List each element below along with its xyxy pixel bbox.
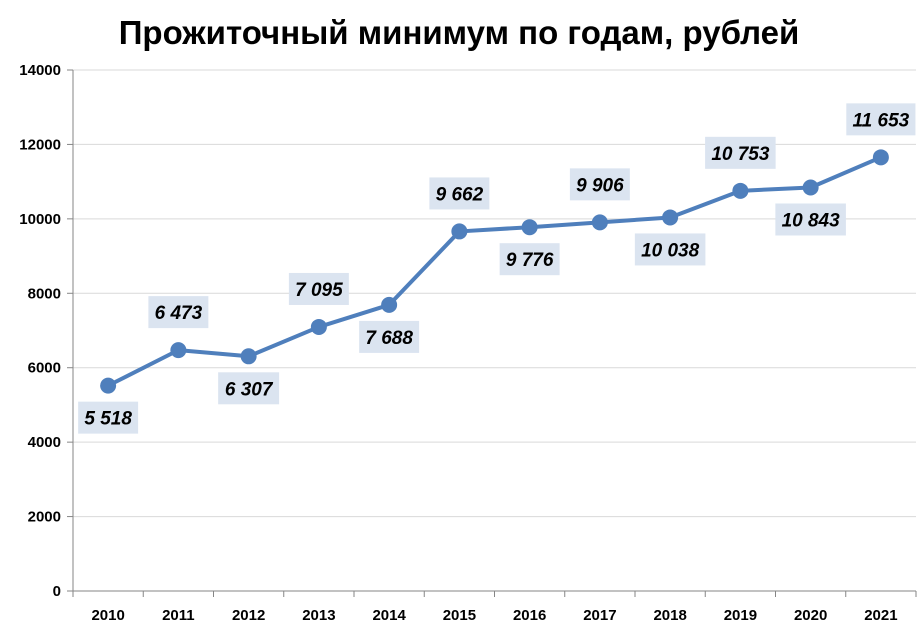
data-point (451, 223, 468, 240)
gridlines (73, 69, 916, 518)
data-label: 10 753 (705, 136, 776, 169)
svg-text:10 843: 10 843 (782, 210, 841, 231)
svg-text:7 688: 7 688 (365, 328, 413, 349)
data-label: 7 688 (359, 320, 420, 353)
y-tick-label: 6000 (28, 360, 61, 377)
y-tick-label: 4000 (28, 434, 61, 451)
svg-text:11 653: 11 653 (853, 110, 910, 131)
svg-text:6 307: 6 307 (225, 379, 274, 400)
data-point (310, 318, 327, 335)
x-tick-label: 2021 (864, 607, 897, 624)
data-label: 9 776 (499, 243, 560, 276)
data-point (100, 377, 117, 394)
series-line-group (100, 149, 889, 394)
x-axis-ticks: 2010 2011 2012 2013 2014 2015 2016 2017 2018 2019… (72, 591, 917, 624)
svg-text:5 518: 5 518 (84, 409, 132, 430)
svg-text:6 473: 6 473 (155, 303, 203, 324)
data-label: 9 906 (569, 168, 630, 201)
y-axis-ticks: 0 2000 4000 6000 8000 10000 12000 14000 (19, 62, 73, 600)
x-tick-label: 2015 (443, 607, 476, 624)
y-tick-label: 8000 (28, 285, 61, 302)
data-point (591, 214, 608, 231)
data-point (240, 348, 257, 365)
svg-text:10 038: 10 038 (641, 240, 700, 261)
x-tick-label: 2011 (162, 607, 195, 624)
svg-text:9 662: 9 662 (436, 184, 484, 205)
x-tick-label: 2014 (372, 607, 406, 624)
x-tick-label: 2012 (232, 607, 265, 624)
y-tick-label: 14000 (19, 62, 61, 79)
data-point (872, 149, 889, 166)
data-label: 10 843 (775, 203, 846, 236)
svg-text:10 753: 10 753 (711, 144, 770, 165)
data-point (802, 179, 819, 196)
svg-text:7 095: 7 095 (295, 280, 343, 301)
x-tick-label: 2010 (91, 607, 124, 624)
data-label: 10 038 (634, 233, 706, 266)
x-tick-label: 2019 (724, 607, 757, 624)
data-label: 11 653 (846, 103, 916, 136)
data-point (381, 296, 398, 313)
x-tick-label: 2017 (583, 607, 616, 624)
axes (72, 70, 916, 592)
x-tick-label: 2013 (302, 607, 335, 624)
svg-text:9 906: 9 906 (576, 175, 624, 196)
data-point (521, 219, 538, 236)
data-label: 6 473 (148, 296, 209, 329)
data-label: 7 095 (288, 272, 349, 305)
x-tick-label: 2016 (513, 607, 546, 624)
data-label: 6 307 (218, 372, 280, 405)
svg-text:9 776: 9 776 (506, 250, 554, 271)
y-tick-label: 12000 (19, 136, 61, 153)
x-tick-label: 2018 (653, 607, 686, 624)
y-tick-label: 0 (53, 583, 61, 600)
data-point (662, 209, 679, 226)
data-label: 9 662 (429, 177, 490, 210)
y-tick-label: 2000 (28, 509, 61, 526)
series-line (107, 155, 882, 388)
chart-title: Прожиточный минимум по годам, рублей (118, 14, 800, 51)
x-tick-label: 2020 (794, 607, 827, 624)
data-point (170, 342, 187, 359)
y-tick-label: 10000 (19, 211, 61, 228)
data-label: 5 518 (78, 401, 139, 434)
data-point (732, 182, 749, 199)
data-labels-group: 5 518 6 473 6 307 7 095 7 688 9 662 9 776 9 906… (78, 103, 916, 434)
